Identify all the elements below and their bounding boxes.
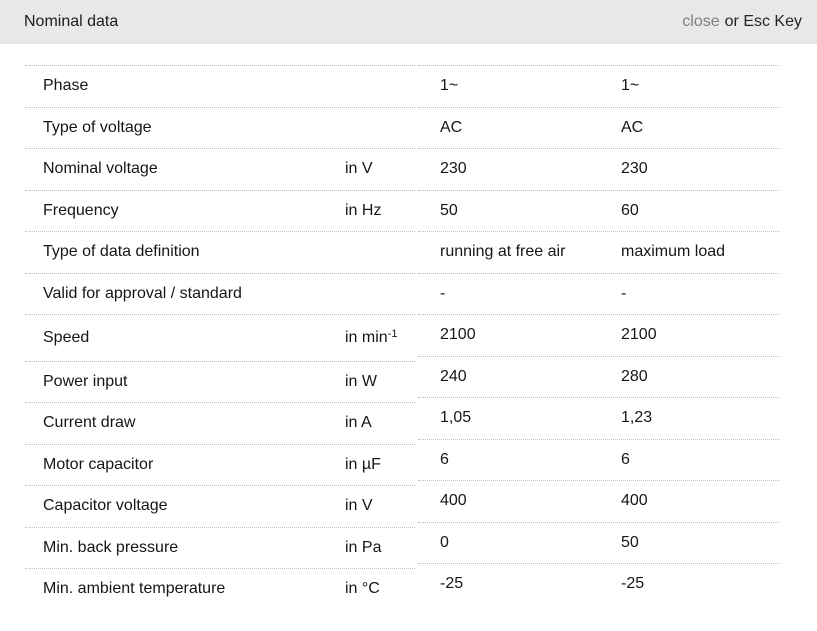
table-row-values: 230 230 bbox=[418, 148, 780, 190]
unit-text: in min bbox=[345, 328, 388, 346]
row-unit: in Hz bbox=[345, 202, 415, 220]
labels-units-table: Phase Type of voltage Nominal voltage in… bbox=[25, 65, 415, 610]
row-value-2: 230 bbox=[621, 160, 648, 178]
unit-text: in Hz bbox=[345, 201, 382, 219]
row-unit: in µF bbox=[345, 456, 415, 474]
row-value-2: AC bbox=[621, 118, 644, 136]
table-row-values: 0 50 bbox=[418, 521, 780, 564]
row-unit: in V bbox=[345, 497, 415, 515]
row-value-2: -25 bbox=[621, 575, 645, 593]
row-label: Power input bbox=[43, 372, 128, 390]
row-label: Valid for approval / standard bbox=[43, 284, 242, 302]
table-row-labels: Motor capacitor in µF bbox=[25, 443, 415, 486]
table-row-values: AC AC bbox=[418, 106, 780, 149]
row-value-1: AC bbox=[440, 118, 463, 136]
row-unit: in A bbox=[345, 414, 415, 432]
unit-text: in °C bbox=[345, 580, 380, 598]
row-unit: in V bbox=[345, 160, 415, 178]
row-value-1: 1,05 bbox=[440, 409, 472, 427]
row-value-1: - bbox=[440, 284, 446, 302]
row-label: Nominal voltage bbox=[43, 160, 158, 178]
row-value-2: 50 bbox=[621, 533, 639, 551]
row-value-1: 230 bbox=[440, 160, 467, 178]
table-row-values: running at free air maximum load bbox=[418, 231, 780, 273]
table-row-labels: Phase bbox=[25, 65, 415, 107]
row-unit: in min-1 bbox=[345, 327, 415, 347]
row-value-2: - bbox=[621, 284, 627, 302]
row-label: Capacitor voltage bbox=[43, 497, 168, 515]
table-row-values: - - bbox=[418, 272, 780, 315]
row-value-1: 1~ bbox=[440, 77, 459, 95]
row-value-1: 240 bbox=[440, 367, 467, 385]
row-unit: in Pa bbox=[345, 539, 415, 557]
row-value-2: 6 bbox=[621, 450, 630, 468]
row-value-2: 280 bbox=[621, 367, 648, 385]
row-value-2: 60 bbox=[621, 201, 639, 219]
row-value-1: 400 bbox=[440, 492, 467, 510]
close-area: close or Esc Key bbox=[682, 13, 802, 31]
row-unit: in °C bbox=[345, 580, 415, 598]
table-row-labels: Min. back pressure in Pa bbox=[25, 526, 415, 569]
unit-text: in µF bbox=[345, 455, 381, 473]
nominal-data-table: Phase Type of voltage Nominal voltage in… bbox=[25, 65, 780, 610]
row-label: Min. ambient temperature bbox=[43, 580, 226, 598]
row-value-1: 50 bbox=[440, 201, 458, 219]
row-value-2: 1~ bbox=[621, 77, 640, 95]
table-row-values: 6 6 bbox=[418, 438, 780, 481]
row-label: Frequency bbox=[43, 201, 119, 219]
table-row-values: 2100 2100 bbox=[418, 314, 780, 356]
dialog-header: Nominal data close or Esc Key bbox=[0, 0, 817, 44]
unit-superscript: -1 bbox=[387, 327, 398, 340]
table-row-labels: Current draw in A bbox=[25, 402, 415, 444]
table-row-labels: Type of data definition bbox=[25, 231, 415, 273]
table-row-values: 1~ 1~ bbox=[418, 65, 780, 107]
table-row-labels: Capacitor voltage in V bbox=[25, 485, 415, 527]
row-label: Type of voltage bbox=[43, 118, 152, 136]
row-value-2: 1,23 bbox=[621, 409, 653, 427]
unit-text: in W bbox=[345, 372, 377, 390]
row-label: Min. back pressure bbox=[43, 538, 179, 556]
row-value-2: 400 bbox=[621, 492, 648, 510]
row-value-2: 2100 bbox=[621, 326, 657, 344]
unit-text: in V bbox=[345, 160, 373, 178]
row-value-2: maximum load bbox=[621, 243, 726, 261]
row-value-1: 0 bbox=[440, 533, 449, 551]
row-value-1: running at free air bbox=[440, 243, 566, 261]
unit-text: in Pa bbox=[345, 538, 382, 556]
row-unit: in W bbox=[345, 373, 415, 391]
unit-text: in V bbox=[345, 497, 373, 515]
table-row-labels: Valid for approval / standard bbox=[25, 272, 415, 315]
table-row-values: 1,05 1,23 bbox=[418, 397, 780, 439]
table-row-values: 240 280 bbox=[418, 355, 780, 398]
table-row-labels: Type of voltage bbox=[25, 106, 415, 149]
table-row-labels: Min. ambient temperature in °C bbox=[25, 568, 415, 610]
dialog-title: Nominal data bbox=[24, 13, 119, 30]
row-label: Current draw bbox=[43, 414, 136, 432]
esc-key-hint: or Esc Key bbox=[724, 13, 802, 30]
table-row-values: -25 -25 bbox=[418, 563, 780, 605]
row-label: Speed bbox=[43, 328, 90, 346]
close-button[interactable]: close bbox=[682, 13, 720, 30]
values-table: 1~ 1~ AC AC 230 230 50 60 running at fre… bbox=[418, 65, 780, 605]
row-value-1: -25 bbox=[440, 575, 464, 593]
table-row-labels: Frequency in Hz bbox=[25, 189, 415, 232]
row-label: Motor capacitor bbox=[43, 455, 154, 473]
table-row-labels: Speed in min-1 bbox=[25, 314, 415, 361]
table-row-values: 50 60 bbox=[418, 189, 780, 232]
row-label: Type of data definition bbox=[43, 243, 200, 261]
row-value-1: 6 bbox=[440, 450, 449, 468]
unit-text: in A bbox=[345, 414, 372, 432]
table-row-labels: Nominal voltage in V bbox=[25, 148, 415, 190]
row-label: Phase bbox=[43, 77, 89, 95]
table-row-labels: Power input in W bbox=[25, 360, 415, 403]
row-value-1: 2100 bbox=[440, 326, 476, 344]
table-row-values: 400 400 bbox=[418, 480, 780, 522]
